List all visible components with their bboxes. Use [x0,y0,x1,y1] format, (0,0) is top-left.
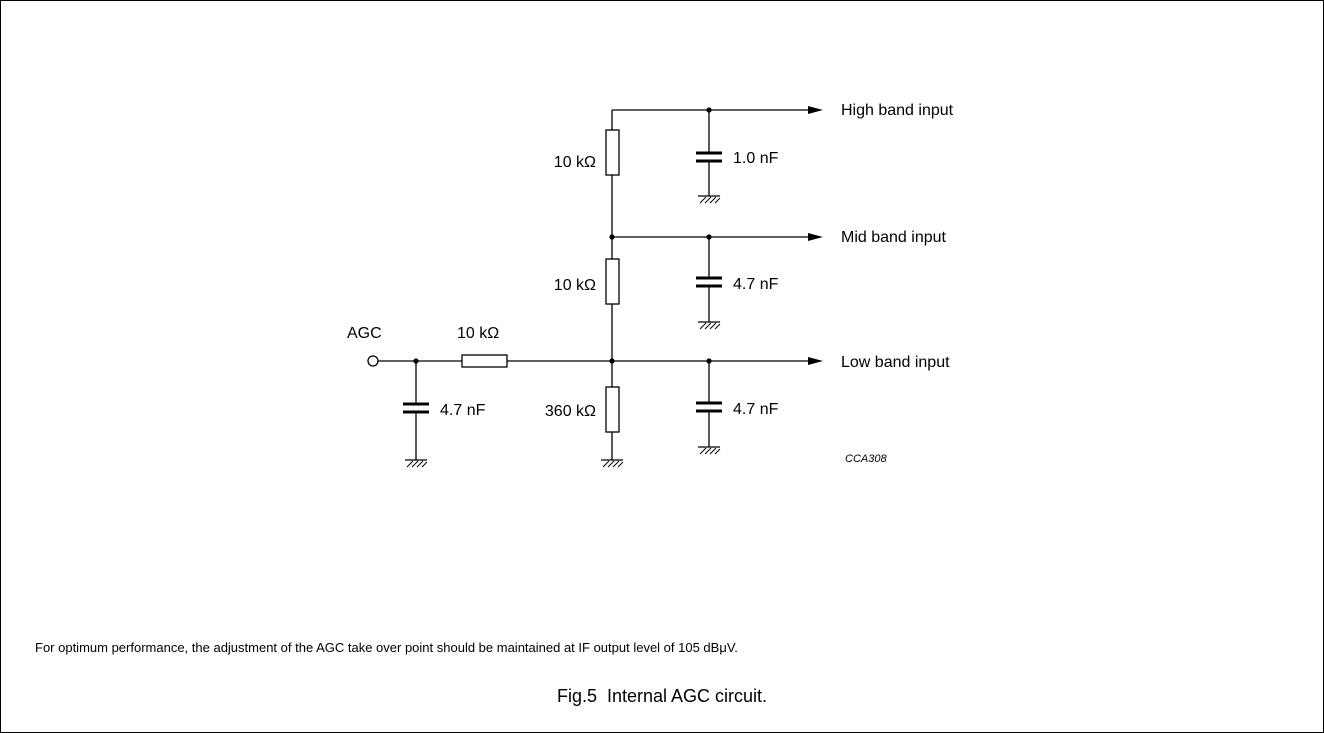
resistor-series [461,354,508,368]
label-c-agc: 4.7 nF [440,402,486,419]
resistor-top [605,129,620,176]
arrow-mid-band [808,233,823,241]
label-c-mid: 4.7 nF [733,276,779,293]
arrow-high-band [808,106,823,114]
ground-symbol-bottom [600,459,624,468]
performance-note: For optimum performance, the adjustment … [35,640,738,655]
label-low-band-input: Low band input [841,354,950,371]
label-c-high: 1.0 nF [733,150,779,167]
label-c-low: 4.7 nF [733,401,779,418]
label-high-band-input: High band input [841,102,954,119]
label-r-mid: 10 kΩ [554,277,596,294]
figure-code: CCA308 [845,453,887,465]
resistor-bottom [605,386,620,433]
figure-caption: Fig.5 Internal AGC circuit. [556,686,768,706]
resistor-mid [605,258,620,305]
label-r-series: 10 kΩ [457,325,499,342]
ground-symbol-mid [697,321,721,330]
label-agc: AGC [347,325,382,342]
ground-symbol-high [697,195,721,204]
label-mid-band-input: Mid band input [841,229,947,246]
ground-symbol-low [697,446,721,455]
label-r-top: 10 kΩ [554,154,596,171]
arrow-low-band [808,357,823,365]
agc-input-terminal [367,355,379,367]
ground-symbol-agc [404,459,428,468]
label-r-bottom: 360 kΩ [545,403,596,420]
